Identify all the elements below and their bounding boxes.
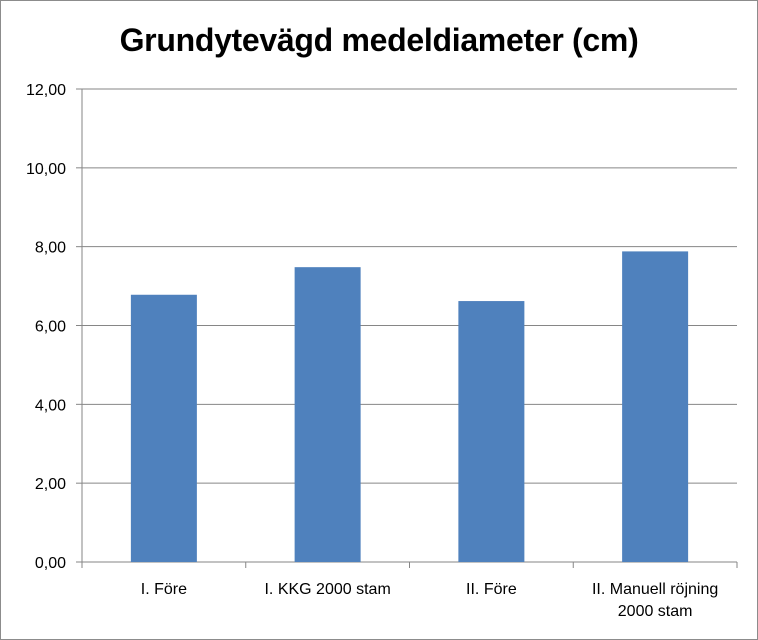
bar: [130, 294, 197, 562]
y-tick-label: 0,00: [35, 555, 66, 572]
x-tick-label: I. KKG 2000 stam: [264, 581, 390, 598]
x-tick-label: II. Före: [466, 581, 517, 598]
x-tick-label: II. Manuell röjning 2000 stam: [592, 581, 718, 620]
bar: [294, 267, 361, 562]
x-tick-label: I. Före: [141, 581, 187, 598]
y-tick-label: 12,00: [26, 82, 66, 99]
y-tick-label: 8,00: [35, 240, 66, 257]
y-tick-label: 2,00: [35, 476, 66, 493]
y-tick-label: 6,00: [35, 319, 66, 336]
y-tick-label: 10,00: [26, 161, 66, 178]
chart-title: Grundytevägd medeldiameter (cm): [119, 22, 639, 58]
y-tick-label: 4,00: [35, 397, 66, 414]
bar: [622, 251, 689, 562]
bar: [458, 301, 525, 562]
